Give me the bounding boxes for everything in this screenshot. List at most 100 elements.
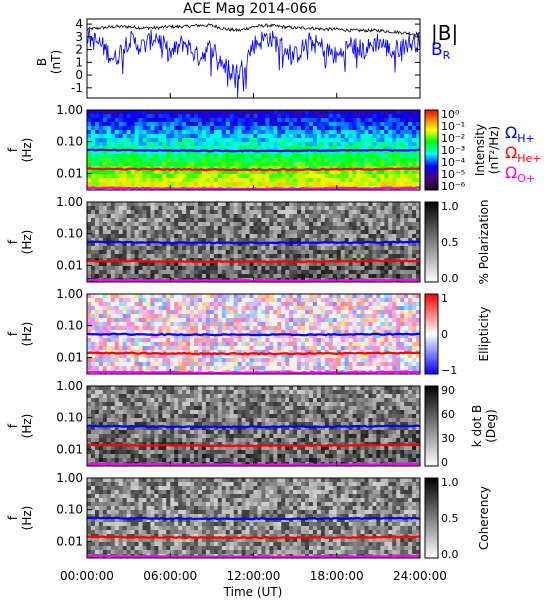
heatmap-cell xyxy=(408,206,413,211)
heatmap-cell xyxy=(166,250,171,255)
heatmap-cell xyxy=(241,230,246,235)
heatmap-cell xyxy=(130,150,135,155)
heatmap-cell xyxy=(360,314,365,319)
heatmap-cell xyxy=(273,230,278,235)
heatmap-cell xyxy=(261,206,266,211)
heatmap-cell xyxy=(269,262,274,267)
heatmap-cell xyxy=(380,262,385,267)
heatmap-cell xyxy=(98,266,104,271)
heatmap-cell xyxy=(277,178,282,183)
heatmap-cell xyxy=(94,182,100,187)
heatmap-cell xyxy=(332,146,338,151)
heatmap-cell xyxy=(285,234,290,239)
heatmap-cell xyxy=(106,230,112,235)
heatmap-cell xyxy=(158,174,163,179)
heatmap-cell xyxy=(158,110,163,115)
heatmap-cell xyxy=(87,130,92,135)
heatmap-cell xyxy=(408,238,413,243)
heatmap-cell xyxy=(301,294,306,299)
heatmap-cell xyxy=(233,238,239,243)
heatmap-cell xyxy=(126,214,131,219)
heatmap-cell xyxy=(174,334,179,339)
heatmap-cell xyxy=(114,110,120,115)
heatmap-cell xyxy=(408,254,413,259)
heatmap-cell xyxy=(261,338,266,343)
heatmap-cell xyxy=(344,222,350,227)
heatmap-cell xyxy=(297,338,302,343)
heatmap-cell xyxy=(368,354,373,359)
heatmap-cell xyxy=(332,178,338,183)
heatmap-cell xyxy=(138,130,143,135)
heatmap-cell xyxy=(245,130,250,135)
heatmap-cell xyxy=(348,226,353,231)
heatmap-cell xyxy=(87,202,92,207)
heatmap-cell xyxy=(94,294,100,299)
heatmap-cell xyxy=(289,114,294,119)
heatmap-cell xyxy=(344,318,350,323)
heatmap-cell xyxy=(205,338,211,343)
heatmap-cell xyxy=(190,166,195,171)
heatmap-cell xyxy=(142,202,147,207)
heatmap-cell xyxy=(162,354,167,359)
heatmap-cell xyxy=(186,138,191,143)
heatmap-cell xyxy=(400,222,405,227)
heatmap-cell xyxy=(190,202,195,207)
heatmap-cell xyxy=(277,222,282,227)
heatmap-cell xyxy=(368,174,373,179)
heatmap-cell xyxy=(344,334,350,339)
heatmap-cell xyxy=(87,314,92,319)
heatmap-cell xyxy=(320,302,326,307)
heatmap-cell xyxy=(265,154,270,159)
heatmap-cell xyxy=(237,294,242,299)
heatmap-cell xyxy=(312,178,318,183)
heatmap-cell xyxy=(305,170,310,175)
heatmap-cell xyxy=(142,114,147,119)
heatmap-cell xyxy=(293,298,298,303)
heatmap-cell xyxy=(336,166,342,171)
heatmap-cell xyxy=(190,350,195,355)
heatmap-cell xyxy=(332,358,338,363)
heatmap-cell xyxy=(142,218,147,223)
heatmap-cell xyxy=(285,214,290,219)
heatmap-cell xyxy=(182,122,187,127)
heatmap-cell xyxy=(229,202,235,207)
heatmap-cell xyxy=(194,174,199,179)
heatmap-cell xyxy=(118,358,124,363)
heatmap-cell xyxy=(253,294,258,299)
heatmap-cell xyxy=(158,202,163,207)
heatmap-cell xyxy=(162,170,167,175)
heatmap-cell xyxy=(237,202,242,207)
heatmap-cell xyxy=(114,322,120,327)
heatmap-cell xyxy=(110,226,116,231)
heatmap-cell xyxy=(170,246,175,251)
heatmap-cell xyxy=(134,142,139,147)
heatmap-cell xyxy=(392,178,397,183)
heatmap-cell xyxy=(146,158,151,163)
heatmap-cell xyxy=(198,158,203,163)
heatmap-cell xyxy=(237,242,242,247)
heatmap-cell xyxy=(352,206,357,211)
heatmap-cell xyxy=(102,210,108,215)
heatmap-cell xyxy=(384,366,389,371)
heatmap-cell xyxy=(376,314,381,319)
heatmap-cell xyxy=(225,238,231,243)
heatmap-cell xyxy=(265,210,270,215)
heatmap-cell xyxy=(201,214,207,219)
heatmap-cell xyxy=(138,262,143,267)
heatmap-cell xyxy=(320,330,326,335)
heatmap-cell xyxy=(253,250,258,255)
heatmap-cell xyxy=(320,170,326,175)
heatmap-cell xyxy=(237,110,242,115)
heatmap-cell xyxy=(400,254,405,259)
heatmap-cell xyxy=(241,154,246,159)
heatmap-cell xyxy=(289,222,294,227)
heatmap-cell xyxy=(265,314,270,319)
heatmap-cell xyxy=(368,118,373,123)
heatmap-cell xyxy=(289,166,294,171)
heatmap-cell xyxy=(249,358,254,363)
heatmap-cell xyxy=(388,234,393,239)
heatmap-cell xyxy=(94,246,100,251)
heatmap-cell xyxy=(126,358,131,363)
heatmap-cell xyxy=(87,262,92,267)
heatmap-cell xyxy=(289,230,294,235)
